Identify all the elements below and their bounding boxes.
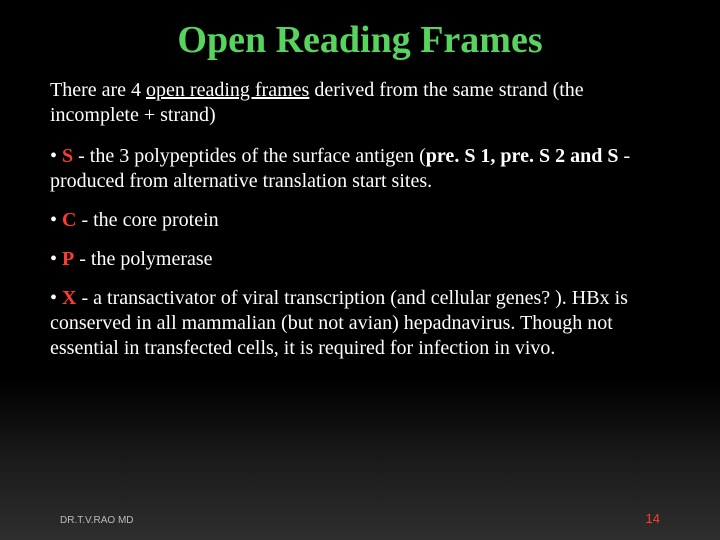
bullet-x-letter: X <box>62 287 76 309</box>
bullet-s-letter: S <box>62 145 73 167</box>
bullet-x: • X - a transactivator of viral transcri… <box>50 286 670 361</box>
intro-text: There are 4 open reading frames derived … <box>50 78 670 128</box>
bullet-c-text: - the core protein <box>76 209 218 231</box>
bullet-p-text: - the polymerase <box>74 248 212 270</box>
bullet-s-bold: pre. S 1, pre. S 2 and S <box>426 145 619 167</box>
bullet-c-letter: C <box>62 209 76 231</box>
slide-container: Open Reading Frames There are 4 open rea… <box>0 0 720 540</box>
page-number: 14 <box>646 511 660 526</box>
bullet-s: • S - the 3 polypeptides of the surface … <box>50 144 670 194</box>
bullet-s-pre: - the 3 polypeptides of the surface anti… <box>73 145 426 167</box>
bullet-p-letter: P <box>62 248 74 270</box>
bullet-c: • C - the core protein <box>50 208 670 233</box>
intro-underline: open reading frames <box>146 79 309 101</box>
bullet-x-text: - a transactivator of viral transcriptio… <box>50 287 628 359</box>
bullet-p: • P - the polymerase <box>50 247 670 272</box>
footer-author: DR.T.V.RAO MD <box>60 515 134 526</box>
slide-title: Open Reading Frames <box>50 18 670 62</box>
intro-pre: There are 4 <box>50 79 146 101</box>
